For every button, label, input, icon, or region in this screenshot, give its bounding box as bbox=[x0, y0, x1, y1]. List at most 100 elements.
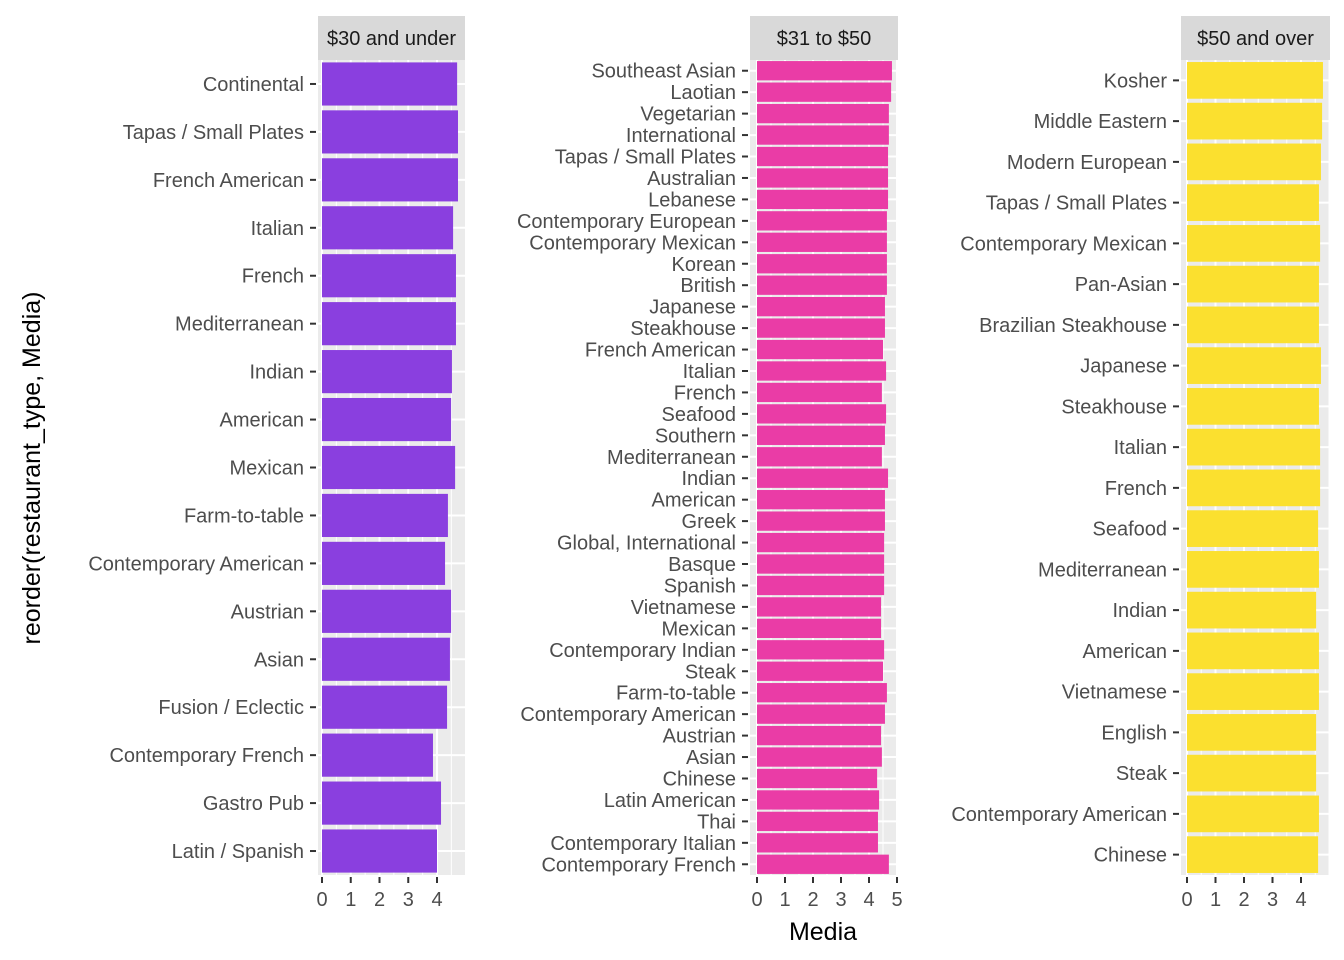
category-label: Brazilian Steakhouse bbox=[979, 315, 1167, 337]
bar bbox=[757, 554, 885, 574]
category-label: Kosher bbox=[1104, 70, 1168, 92]
category-label: Contemporary American bbox=[88, 553, 304, 575]
category-label: Italian bbox=[251, 218, 304, 240]
category-label: Lebanese bbox=[648, 189, 736, 211]
facets-group: $30 and under Continental Tapas / Small Pl… bbox=[88, 16, 1331, 911]
category-label: Farm-to-table bbox=[184, 505, 304, 527]
category-label: French American bbox=[153, 170, 304, 192]
x-tick-label: 1 bbox=[1210, 889, 1221, 911]
bar bbox=[757, 146, 889, 167]
x-tick-label: 4 bbox=[1295, 889, 1306, 911]
x-tick-label: 3 bbox=[1267, 889, 1278, 911]
bar bbox=[757, 318, 885, 338]
bar bbox=[757, 811, 878, 832]
category-label: Fusion / Eclectic bbox=[158, 697, 304, 719]
facet-strip-title: $50 and over bbox=[1197, 28, 1314, 50]
bar bbox=[757, 704, 885, 724]
bar bbox=[322, 350, 452, 394]
bar bbox=[322, 829, 437, 873]
bar bbox=[757, 833, 878, 853]
bar bbox=[757, 725, 882, 746]
bar bbox=[757, 597, 882, 617]
bar bbox=[322, 397, 452, 442]
category-label: Austrian bbox=[231, 601, 304, 623]
category-label: Mediterranean bbox=[1038, 559, 1167, 581]
category-label: Contemporary Mexican bbox=[529, 232, 736, 254]
bar bbox=[322, 589, 452, 633]
bar bbox=[1187, 102, 1323, 140]
category-label: Contemporary French bbox=[109, 745, 304, 767]
bar bbox=[757, 575, 885, 596]
category-label: Vietnamese bbox=[631, 597, 736, 619]
bar bbox=[1187, 428, 1321, 466]
bar bbox=[1187, 62, 1323, 99]
category-label: Middle Eastern bbox=[1034, 111, 1167, 133]
bar bbox=[322, 685, 448, 729]
bar bbox=[322, 158, 458, 202]
bar bbox=[757, 425, 885, 445]
bar bbox=[757, 490, 885, 510]
category-label: Steak bbox=[685, 661, 737, 683]
bar bbox=[757, 296, 885, 317]
category-label: French American bbox=[585, 340, 736, 362]
bar bbox=[757, 532, 885, 553]
bar bbox=[1187, 551, 1319, 588]
bar bbox=[1187, 143, 1321, 181]
facet-panel: $30 and under Continental Tapas / Small Pl… bbox=[88, 16, 465, 911]
bar bbox=[1187, 591, 1317, 629]
x-tick-label: 1 bbox=[345, 889, 356, 911]
bar bbox=[757, 232, 887, 252]
category-label: Japanese bbox=[1080, 356, 1167, 378]
category-label: Indian bbox=[1113, 600, 1168, 622]
category-label: Contemporary Indian bbox=[549, 640, 736, 662]
bar bbox=[757, 640, 885, 660]
bar bbox=[1187, 388, 1319, 425]
category-label: Tapas / Small Plates bbox=[555, 147, 736, 169]
bar bbox=[1187, 795, 1319, 833]
bar bbox=[1187, 836, 1319, 873]
bar bbox=[1187, 184, 1319, 221]
bar bbox=[757, 339, 883, 360]
category-label: Vietnamese bbox=[1062, 682, 1167, 704]
category-label: Mexican bbox=[662, 618, 736, 640]
category-label: Steakhouse bbox=[1061, 396, 1167, 418]
x-axis-title: Media bbox=[789, 918, 857, 946]
x-tick-label: 2 bbox=[807, 889, 818, 911]
category-label: Seafood bbox=[1092, 519, 1167, 541]
bar bbox=[1187, 306, 1319, 344]
category-label: Contemporary American bbox=[520, 704, 736, 726]
category-label: International bbox=[626, 125, 736, 147]
bar bbox=[757, 103, 889, 124]
category-label: Contemporary American bbox=[951, 804, 1167, 826]
x-tick-label: 1 bbox=[779, 889, 790, 911]
bar bbox=[1187, 225, 1321, 262]
category-label: Asian bbox=[686, 747, 736, 769]
x-tick-label: 4 bbox=[863, 889, 874, 911]
category-label: Indian bbox=[250, 362, 305, 384]
category-label: Chinese bbox=[1094, 845, 1167, 867]
bar bbox=[322, 62, 458, 106]
facet-strip bbox=[1181, 16, 1330, 60]
bar bbox=[1187, 632, 1319, 670]
bar bbox=[757, 189, 889, 210]
x-tick-label: 0 bbox=[1181, 889, 1192, 911]
bar bbox=[322, 493, 448, 538]
category-label: Vegetarian bbox=[640, 104, 736, 126]
x-tick-label: 2 bbox=[1238, 889, 1249, 911]
category-label: Greek bbox=[682, 511, 737, 533]
bar bbox=[322, 445, 456, 490]
category-label: Southeast Asian bbox=[591, 61, 736, 83]
category-label: Contemporary Italian bbox=[550, 833, 736, 855]
facet-panel: $50 and over Kosher Middle Eastern Modern E… bbox=[951, 16, 1331, 911]
category-label: Indian bbox=[682, 468, 737, 490]
bar bbox=[757, 125, 889, 145]
x-tick-label: 5 bbox=[891, 889, 902, 911]
category-label: Gastro Pub bbox=[203, 793, 304, 815]
bar bbox=[322, 254, 456, 298]
x-tick-label: 0 bbox=[751, 889, 762, 911]
x-tick-label: 3 bbox=[835, 889, 846, 911]
bar bbox=[757, 168, 889, 188]
bar bbox=[757, 768, 878, 789]
bar bbox=[757, 468, 889, 488]
